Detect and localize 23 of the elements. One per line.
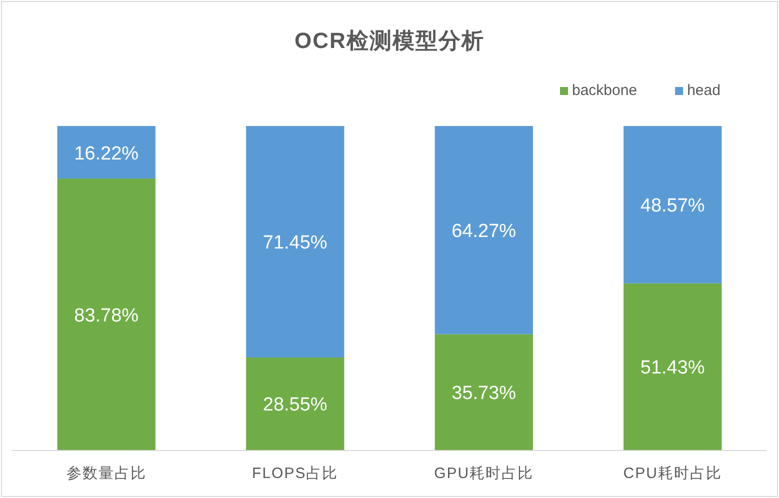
data-label: 16.22% xyxy=(74,143,139,164)
legend-label: backbone xyxy=(572,82,638,99)
bar xyxy=(246,358,344,450)
x-tick-label: 参数量占比 xyxy=(66,465,146,482)
bar xyxy=(624,283,722,450)
bar xyxy=(57,178,156,450)
bar xyxy=(624,126,722,284)
data-label: 64.27% xyxy=(452,221,516,242)
data-label: 83.78% xyxy=(74,305,139,326)
data-label: 35.73% xyxy=(452,383,516,404)
bar xyxy=(434,334,533,450)
bar xyxy=(246,126,344,358)
data-label: 71.45% xyxy=(262,232,328,254)
x-tick-label: GPU耗时占比 xyxy=(434,465,534,482)
bar xyxy=(57,126,156,179)
chart-title: OCR检测模型分析 xyxy=(294,28,484,53)
bar xyxy=(434,126,533,334)
data-label: 48.57% xyxy=(640,196,705,217)
data-label: 51.43% xyxy=(640,358,705,379)
data-label: 28.55% xyxy=(262,394,328,416)
legend-label: head xyxy=(687,82,720,99)
x-tick-label: FLOPS占比 xyxy=(252,465,338,482)
x-tick-label: CPU耗时占比 xyxy=(623,465,722,482)
